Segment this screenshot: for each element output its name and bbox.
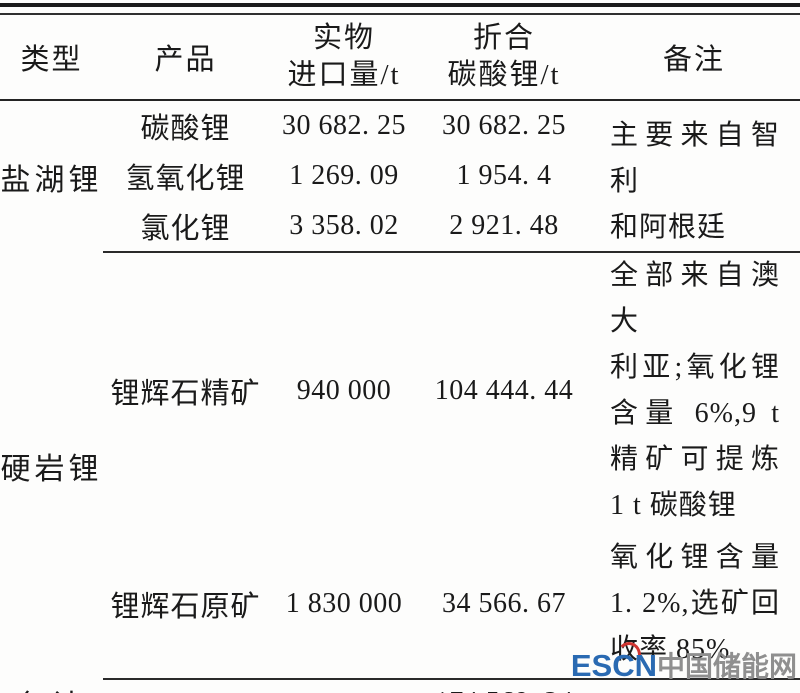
remark-spodumene-concentrate: 全部来自澳大 利亚;氧化锂 含量 6%,9 t 精矿可提炼 1 t 碳酸锂 [588, 251, 800, 529]
header-product-label: 产品 [154, 44, 217, 76]
remark-concentrate-line4: 精矿可提炼 [610, 444, 780, 475]
watermark: ESCN 中国储能网 [570, 642, 797, 689]
physical-spodumene-raw-ore: 1 830 000 [285, 587, 403, 619]
table-row-lithium-carbonate: 盐湖锂 碳酸锂 30 682. 25 30 682. 25 主要来自智利 和阿根… [0, 100, 800, 243]
table-header-row: 类型 产品 实物 进口量/t 折合 碳酸锂/t 备注 [0, 15, 800, 101]
header-remark-label: 备注 [662, 44, 725, 76]
remark-raw-ore-line1: 氧化锂含量 [610, 541, 780, 573]
converted-lithium-chloride: 2 921. 48 [449, 209, 559, 241]
product-lithium-hydroxide: 氢氧化锂 [125, 162, 246, 195]
remark-concentrate-line1: 全部来自澳大 [610, 260, 780, 337]
header-converted-line2: 碳酸锂/t [447, 59, 561, 91]
product-lithium-carbonate: 碳酸锂 [140, 113, 231, 145]
converted-spodumene-raw-ore: 34 566. 67 [442, 587, 566, 619]
table-row-lithium-hydroxide: 氢氧化锂 1 269. 09 1 954. 4 [0, 151, 800, 201]
header-type: 类型 [0, 15, 103, 101]
lithium-import-table: 类型 产品 实物 进口量/t 折合 碳酸锂/t 备注 盐湖锂 碳酸锂 30 68… [0, 15, 800, 693]
total-physical-empty [268, 678, 420, 693]
product-spodumene-concentrate: 锂辉石精矿 [103, 251, 268, 529]
header-converted-line1: 折合 [472, 22, 535, 54]
header-type-label: 类型 [20, 44, 83, 76]
header-physical-line1: 实物 [312, 22, 375, 54]
escn-logo: ESCN [570, 642, 657, 683]
type-cell-salt-lake: 盐湖锂 [0, 163, 103, 197]
physical-lithium-chloride: 3 358. 02 [289, 209, 399, 241]
header-physical-import: 实物 进口量/t [268, 15, 420, 101]
remark-raw-ore-line2: 1. 2%,选矿回 [610, 587, 780, 619]
header-remark: 备注 [588, 15, 800, 101]
watermark-site-name: 中国储能网 [656, 651, 797, 682]
table-top-rule-thin [0, 13, 800, 15]
header-product: 产品 [103, 15, 268, 101]
total-label: 合计 [0, 679, 103, 693]
product-lithium-chloride: 氯化锂 [140, 212, 231, 245]
remark-concentrate-line5: 1 t 碳酸锂 [610, 490, 737, 521]
table-row-total: 合计 174 569. 24 [0, 678, 800, 693]
remark-spodumene-raw-ore: 氧化锂含量 1. 2%,选矿回 收率 85% [588, 529, 800, 679]
converted-lithium-carbonate: 30 682. 25 [442, 110, 566, 141]
escn-logo-accent-icon [616, 642, 641, 655]
remark-salt-lake-line1: 主要来自智利 [610, 120, 780, 197]
table-top-rule-thick [0, 3, 800, 7]
converted-lithium-hydroxide: 1 954. 4 [456, 159, 552, 191]
total-remark-empty [588, 678, 800, 693]
escn-logo-text: ESCN [570, 648, 657, 683]
physical-lithium-carbonate: 30 682. 25 [282, 110, 406, 141]
physical-spodumene-concentrate: 940 000 [268, 251, 420, 529]
physical-lithium-hydroxide: 1 269. 09 [289, 159, 399, 191]
type-cell-hard-rock: 硬岩锂 [0, 452, 103, 486]
table-row-spodumene-raw-ore: 锂辉石原矿 1 830 000 34 566. 67 氧化锂含量 1. 2%,选… [0, 529, 800, 679]
remark-concentrate-line2: 利亚;氧化锂 [610, 352, 780, 383]
header-converted-lc: 折合 碳酸锂/t [420, 15, 588, 101]
total-converted-value: 174 569. 24 [420, 678, 588, 693]
header-physical-line2: 进口量/t [287, 59, 401, 91]
converted-spodumene-concentrate: 104 444. 44 [420, 251, 588, 529]
remark-salt-lake-line2: 和阿根廷 [610, 212, 727, 243]
table-row-lithium-chloride: 氯化锂 3 358. 02 2 921. 48 [0, 201, 800, 252]
remark-salt-lake: 主要来自智利 和阿根廷 [588, 100, 800, 252]
remark-concentrate-line3: 含量 6%,9 t [610, 398, 780, 429]
table-row-spodumene-concentrate: 硬岩锂 锂辉石精矿 940 000 104 444. 44 全部来自澳大 利亚;… [0, 251, 800, 529]
product-spodumene-raw-ore: 锂辉石原矿 [110, 590, 261, 623]
total-product-empty [103, 678, 268, 693]
